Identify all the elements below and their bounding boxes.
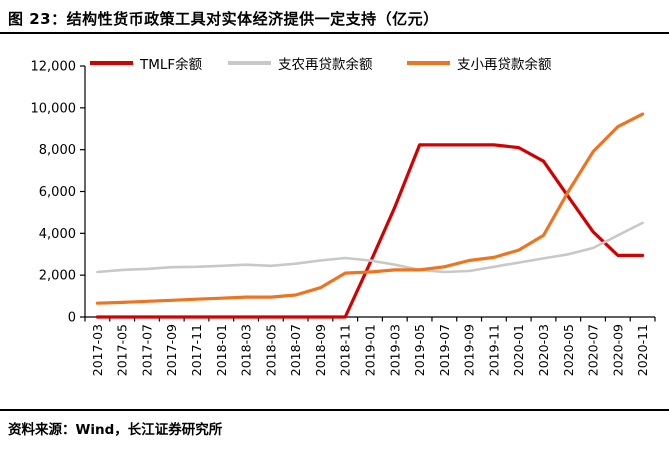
svg-text:4,000: 4,000 — [39, 227, 76, 242]
svg-text:2017-09: 2017-09 — [164, 324, 179, 376]
svg-text:2017-07: 2017-07 — [139, 324, 154, 376]
svg-text:2018-01: 2018-01 — [214, 324, 229, 376]
svg-text:2017-05: 2017-05 — [115, 324, 130, 376]
svg-text:2020-07: 2020-07 — [586, 324, 601, 376]
title-divider — [0, 32, 669, 34]
svg-text:2020-09: 2020-09 — [610, 324, 625, 376]
svg-text:2019-09: 2019-09 — [462, 324, 477, 376]
svg-text:2020-01: 2020-01 — [511, 324, 526, 376]
y-axis-labels: 0 2,000 4,000 6,000 8,000 10,000 12,000 — [31, 60, 77, 326]
svg-text:2018-09: 2018-09 — [313, 324, 328, 376]
series-line-0 — [95, 143, 645, 319]
svg-text:2020-11: 2020-11 — [635, 324, 650, 376]
svg-text:2018-05: 2018-05 — [263, 324, 278, 376]
svg-text:0: 0 — [68, 311, 76, 326]
figure-title: 图 23：结构性货币政策工具对实体经济提供一定支持（亿元） — [8, 10, 439, 28]
svg-text:2019-11: 2019-11 — [486, 324, 501, 376]
legend-label-tmlf: TMLF余额 — [140, 57, 203, 73]
svg-text:2019-05: 2019-05 — [412, 324, 427, 376]
series-line-1 — [96, 221, 644, 274]
source-note: 资料来源：Wind，长江证券研究所 — [8, 422, 223, 438]
svg-text:2020-05: 2020-05 — [561, 324, 576, 376]
footer-divider — [0, 409, 669, 411]
zhinong-line-swatch — [228, 61, 271, 65]
svg-text:2,000: 2,000 — [39, 269, 76, 284]
svg-text:2018-07: 2018-07 — [288, 324, 303, 376]
svg-text:2020-03: 2020-03 — [536, 324, 551, 376]
svg-text:10,000: 10,000 — [31, 101, 77, 116]
x-axis-labels: 2017-03 2017-05 2017-07 2017-09 2017-11 2018-… — [90, 324, 650, 376]
zhixiao-line-swatch — [407, 61, 450, 65]
svg-text:2019-07: 2019-07 — [437, 324, 452, 376]
svg-text:2018-03: 2018-03 — [239, 324, 254, 376]
svg-text:8,000: 8,000 — [39, 143, 76, 158]
svg-text:2017-11: 2017-11 — [189, 324, 204, 376]
svg-text:2019-03: 2019-03 — [387, 324, 402, 376]
series-line-2 — [95, 112, 645, 305]
legend-item-tmlf: TMLF余额 — [90, 56, 203, 73]
svg-text:2019-01: 2019-01 — [363, 324, 378, 376]
legend-label-zhinong: 支农再贷款余额 — [278, 57, 373, 73]
svg-text:2017-03: 2017-03 — [90, 324, 105, 376]
svg-text:6,000: 6,000 — [39, 185, 76, 200]
tmlf-line-swatch — [90, 61, 133, 65]
legend-label-zhixiao: 支小再贷款余额 — [457, 57, 552, 73]
legend-item-zhixiao: 支小再贷款余额 — [407, 56, 552, 73]
svg-text:2018-11: 2018-11 — [338, 324, 353, 376]
legend-item-zhinong: 支农再贷款余额 — [228, 56, 373, 73]
svg-text:12,000: 12,000 — [31, 60, 77, 75]
